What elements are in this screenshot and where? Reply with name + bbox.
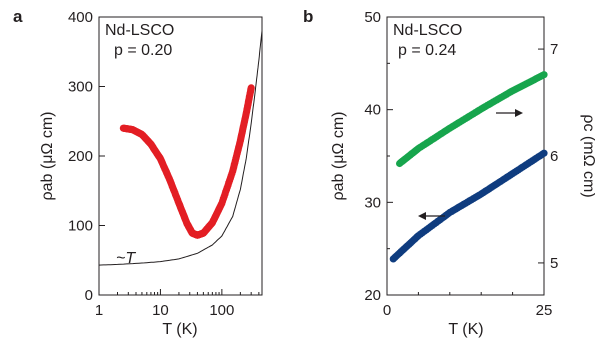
panel-b-y-tick-label: 20 xyxy=(364,287,381,304)
panel-b-y-tick-label: 30 xyxy=(364,194,381,211)
panel-a-fit-label: ~T xyxy=(116,250,136,267)
panel-a-y-tick-label: 0 xyxy=(85,287,93,304)
panel-b-y2-tick-label: 7 xyxy=(550,41,558,58)
panel-b-y2-tick-label: 5 xyxy=(550,255,558,272)
panel-b-blue-data-point xyxy=(540,149,548,157)
panel-b-y-tick-label: 50 xyxy=(364,9,381,26)
panel-a-x-axis-label: T (K) xyxy=(162,321,197,338)
panel-a-y-tick-label: 200 xyxy=(68,148,93,165)
panel-a-fit-line xyxy=(98,30,263,266)
panel-b-y-axis-label: ρab (μΩ cm) xyxy=(330,112,347,201)
panel-a-x-tick-label: 100 xyxy=(209,302,234,319)
panel-a-y-axis-label: ρab (μΩ cm) xyxy=(39,112,56,201)
panel-b-x-tick-label: 25 xyxy=(536,302,553,319)
panel-a-x-tick-label: 1 xyxy=(95,302,103,319)
panel-b-letter: b xyxy=(303,7,313,26)
panel-a-y-tick-label: 400 xyxy=(68,9,93,26)
panel-b-material: Nd-LSCO xyxy=(393,22,462,39)
panel-b-green-data-point xyxy=(540,71,548,79)
left-arrow-icon-head xyxy=(418,212,426,220)
panel-b-doping: p = 0.24 xyxy=(398,42,456,59)
panel-a-y-tick-label: 100 xyxy=(68,218,93,235)
panel-a-doping: p = 0.20 xyxy=(114,42,172,59)
panel-b-x-axis-label: T (K) xyxy=(448,321,483,338)
panel-b-y2-tick-label: 6 xyxy=(550,148,558,165)
panel-b-y2-axis-label: ρc (mΩ cm) xyxy=(580,114,595,197)
panel-a-layer: 0 100 200 300 400 1 10 100 ~T xyxy=(68,9,263,319)
panel-b-x-tick-label: 0 xyxy=(383,302,391,319)
panel-a-x-tick-label: 10 xyxy=(152,302,169,319)
panel-a-material: Nd-LSCO xyxy=(105,22,174,39)
panel-a-data-point xyxy=(247,84,255,92)
panel-b-y-tick-label: 40 xyxy=(364,102,381,119)
panel-a-y-tick-label: 300 xyxy=(68,79,93,96)
panel-b-layer: 20 30 40 50 5 6 7 0 25 xyxy=(364,9,558,319)
panel-a-letter: a xyxy=(13,7,23,26)
right-arrow-icon-head xyxy=(515,109,523,117)
